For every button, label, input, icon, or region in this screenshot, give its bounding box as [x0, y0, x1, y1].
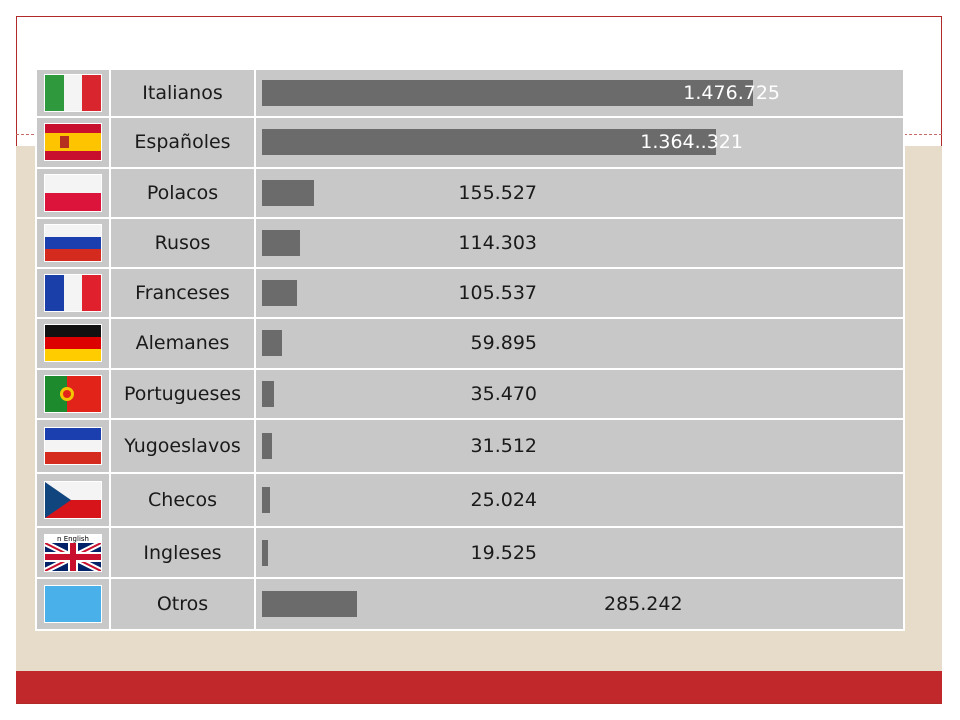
data-label: 59.895 [470, 332, 537, 355]
uk-flag-icon: n English [45, 534, 101, 571]
data-label: 1.476.725 [683, 82, 780, 105]
bar-track: 25.024 [256, 474, 903, 526]
table-row: Polacos 155.527 [35, 166, 905, 219]
flag-cell [35, 417, 111, 475]
data-label: 35.470 [470, 382, 537, 405]
data-label: 1.364..321 [640, 131, 743, 154]
table-row: Yugoeslavos 31.512 [35, 417, 905, 475]
bar [262, 179, 314, 206]
nationality-label: Yugoeslavos [109, 417, 256, 475]
flag-cell [35, 67, 111, 119]
footer-bar [16, 671, 942, 703]
nationality-label: Españoles [109, 116, 256, 169]
nationality-label: Otros [109, 576, 256, 632]
flag-caption: n English [57, 535, 89, 543]
flag-cell [35, 116, 111, 169]
flag-cell [35, 267, 111, 320]
table-row: Portugueses 35.470 [35, 367, 905, 420]
immigration-bar-table: Italianos 1.476.725 Españoles 1.364..321 Pol… [35, 67, 905, 632]
table-row: Checos 25.024 [35, 472, 905, 529]
russia-flag-icon [45, 224, 101, 261]
bar-track: 1.364..321 [256, 118, 903, 166]
data-label: 114.303 [458, 231, 537, 254]
germany-flag-icon [45, 325, 101, 362]
portugal-flag-icon [45, 375, 101, 412]
bar-cell: 25.024 [254, 472, 905, 529]
yugoslavia-flag-icon [45, 427, 101, 464]
nationality-label: Polacos [109, 166, 256, 219]
data-label: 19.525 [470, 541, 537, 564]
bar-cell: 155.527 [254, 166, 905, 219]
flag-cell [35, 367, 111, 420]
bar [262, 487, 270, 514]
czech-flag-icon [45, 482, 101, 519]
bar [262, 229, 300, 256]
bar [262, 380, 274, 407]
bar [262, 80, 753, 107]
table-row: Italianos 1.476.725 [35, 67, 905, 119]
data-label: 155.527 [458, 181, 537, 204]
chart-body: Italianos 1.476.725 Españoles 1.364..321 Pol… [35, 67, 905, 632]
table-row: Alemanes 59.895 [35, 317, 905, 370]
flag-cell [35, 576, 111, 632]
bar-track: 1.476.725 [256, 70, 903, 116]
data-label: 285.242 [604, 592, 683, 615]
table-row: Franceses 105.537 [35, 267, 905, 320]
bar-track: 31.512 [256, 420, 903, 472]
bar-cell: 59.895 [254, 317, 905, 370]
bar-cell: 31.512 [254, 417, 905, 475]
nationality-label: Franceses [109, 267, 256, 320]
nationality-label: Rusos [109, 216, 256, 270]
bar [262, 432, 272, 459]
bar-track: 285.242 [256, 579, 903, 629]
flag-cell [35, 317, 111, 370]
nationality-label: Checos [109, 472, 256, 529]
data-label: 105.537 [458, 282, 537, 305]
flag-cell: n English [35, 526, 111, 579]
data-label: 25.024 [470, 489, 537, 512]
bar [262, 129, 716, 156]
bar-track: 19.525 [256, 528, 903, 576]
italy-flag-icon [45, 75, 101, 112]
nationality-label: Portugueses [109, 367, 256, 420]
bar-cell: 19.525 [254, 526, 905, 579]
bar [262, 590, 357, 617]
nationality-label: Alemanes [109, 317, 256, 370]
bar [262, 280, 297, 307]
france-flag-icon [45, 275, 101, 312]
table-row: Rusos 114.303 [35, 216, 905, 270]
bar-cell: 35.470 [254, 367, 905, 420]
bar-cell: 285.242 [254, 576, 905, 632]
bar [262, 330, 282, 357]
nationality-label: Ingleses [109, 526, 256, 579]
bar-cell: 105.537 [254, 267, 905, 320]
bar-cell: 1.476.725 [254, 67, 905, 119]
table-row: n English Ingleses 19.525 [35, 526, 905, 579]
table-row: Otros 285.242 [35, 576, 905, 632]
bar-cell: 114.303 [254, 216, 905, 270]
flag-cell [35, 216, 111, 270]
spain-flag-icon [45, 124, 101, 161]
bar-track: 155.527 [256, 169, 903, 217]
data-label: 31.512 [470, 434, 537, 457]
poland-flag-icon [45, 174, 101, 211]
table-row: Españoles 1.364..321 [35, 116, 905, 169]
other-flag-icon [45, 585, 101, 622]
bar-track: 35.470 [256, 370, 903, 418]
bar-cell: 1.364..321 [254, 116, 905, 169]
nationality-label: Italianos [109, 67, 256, 119]
bar-track: 105.537 [256, 269, 903, 317]
bar-track: 114.303 [256, 219, 903, 267]
flag-cell [35, 472, 111, 529]
flag-cell [35, 166, 111, 219]
bar-track: 59.895 [256, 319, 903, 367]
bar [262, 539, 268, 566]
